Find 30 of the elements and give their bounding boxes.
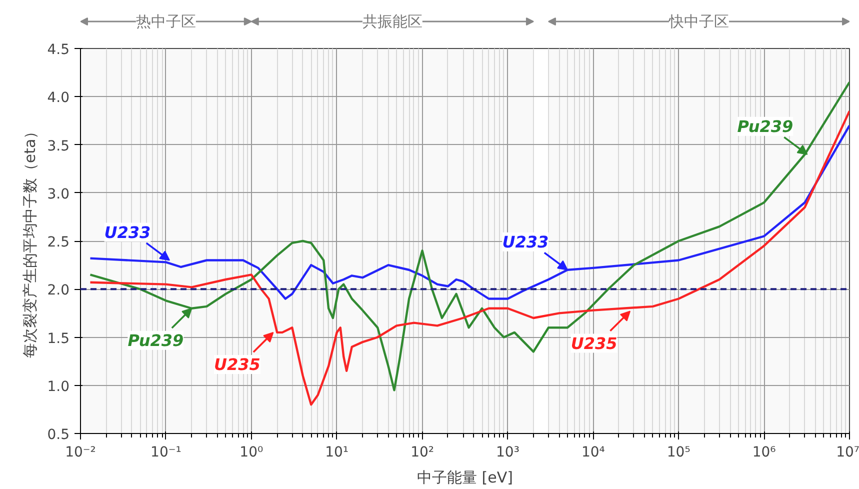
x-tick-label: 10⁴ bbox=[581, 444, 606, 460]
y-axis-title: 每次裂变产生的平均中子数（eta） bbox=[21, 124, 40, 358]
y-tick-label: 3.0 bbox=[47, 186, 70, 202]
annotation: U233 bbox=[502, 232, 549, 252]
y-tick-label: 2.0 bbox=[47, 282, 70, 299]
band-label: 快中子区 bbox=[668, 12, 729, 30]
y-tick-label: 3.5 bbox=[47, 138, 70, 154]
annotation: U235 bbox=[214, 354, 260, 374]
x-tick-label: 10⁰ bbox=[240, 444, 264, 460]
x-tick-label: 10⁷ bbox=[836, 444, 859, 460]
annotation: Pu239 bbox=[737, 116, 794, 136]
y-tick-label: 1.0 bbox=[47, 378, 70, 395]
y-tick-label: 1.5 bbox=[47, 330, 70, 347]
y-tick-label: 0.5 bbox=[47, 427, 70, 443]
annotation: U233 bbox=[104, 222, 151, 242]
y-tick-label: 4.0 bbox=[47, 90, 70, 106]
x-tick-label: 10³ bbox=[496, 444, 520, 460]
y-tick-label: 2.5 bbox=[47, 234, 70, 250]
x-tick-label: 10¹ bbox=[325, 444, 349, 460]
x-tick-label: 10² bbox=[410, 444, 434, 460]
y-tick-label: 4.5 bbox=[47, 42, 70, 58]
band-label: 热中子区 bbox=[136, 12, 196, 30]
x-axis-title: 中子能量 [eV] bbox=[417, 468, 513, 486]
annotation: Pu239 bbox=[128, 330, 184, 350]
x-tick-label: 10⁻² bbox=[65, 444, 96, 460]
x-tick-label: 10⁵ bbox=[666, 444, 690, 460]
band-label: 共振能区 bbox=[362, 12, 422, 30]
x-tick-label: 10⁻¹ bbox=[150, 444, 182, 460]
x-tick-label: 10⁶ bbox=[752, 444, 776, 460]
annotation: U235 bbox=[570, 334, 618, 353]
